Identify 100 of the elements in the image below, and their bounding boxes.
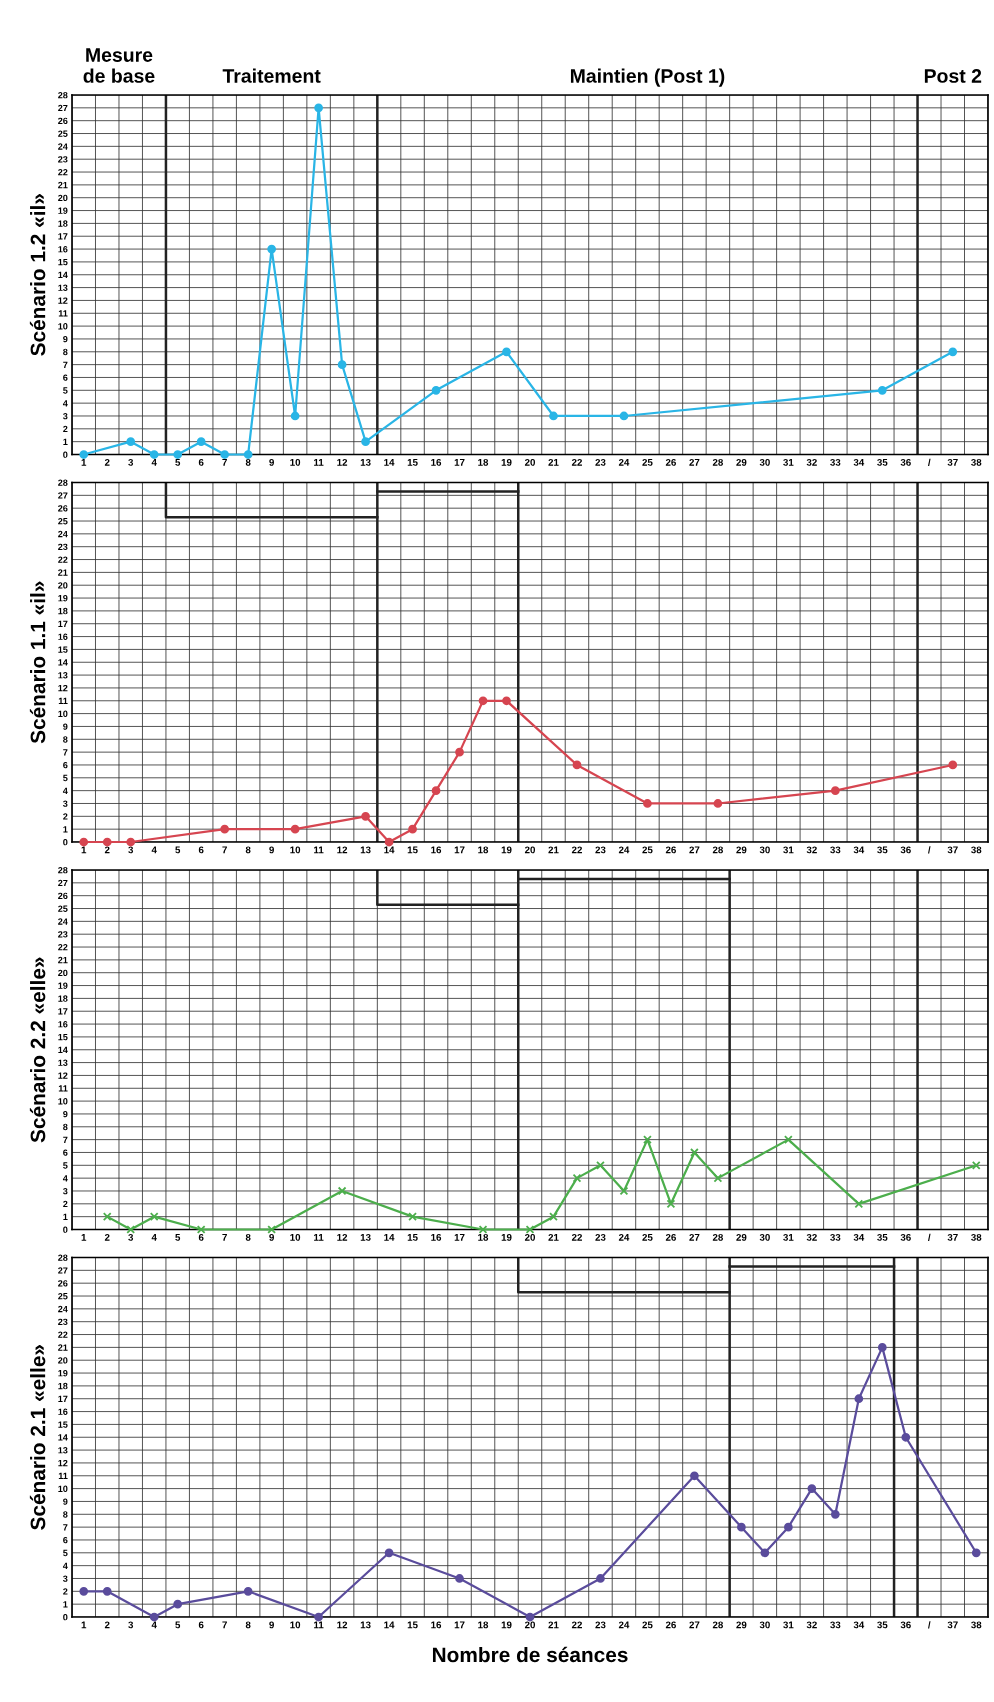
x-tick-label: 26 — [665, 458, 676, 466]
x-tick-label: 30 — [759, 846, 770, 854]
x-tick-label: 15 — [407, 1621, 418, 1629]
y-tick-label: 25 — [58, 905, 68, 912]
x-tick-label: 11 — [314, 459, 324, 466]
y-tick-label: 17 — [58, 233, 68, 240]
x-tick-label: 38 — [971, 846, 982, 854]
y-tick-label: 19 — [58, 595, 68, 602]
x-tick-label: 12 — [337, 1233, 348, 1241]
x-tick-label: 23 — [595, 1621, 606, 1629]
y-tick-label: 28 — [58, 866, 68, 874]
y-tick-label: 14 — [58, 659, 68, 666]
x-tick-label: 35 — [877, 1621, 888, 1629]
y-tick-label: 21 — [58, 956, 68, 964]
x-tick-label: 35 — [877, 458, 888, 466]
y-tick-label: 24 — [58, 530, 68, 538]
y-tick-label: 25 — [58, 517, 68, 525]
x-tick-label: / — [928, 1621, 931, 1629]
x-tick-label: 33 — [830, 1233, 841, 1241]
x-tick-label: 2 — [104, 846, 110, 854]
text: Maintien (Post 1) — [570, 68, 725, 87]
x-tick-label: 32 — [806, 1233, 817, 1241]
x-tick-label: 7 — [222, 846, 227, 854]
x-tick-label: 25 — [642, 1621, 653, 1629]
y-tick-label: 6 — [63, 374, 68, 381]
y-tick-label: 2 — [63, 1588, 68, 1595]
x-tick-label: 15 — [407, 846, 418, 854]
x-tick-label: 2 — [104, 458, 110, 466]
x-tick-label: 14 — [384, 1621, 395, 1629]
text: Traitement — [222, 68, 321, 83]
x-tick-label: 25 — [642, 846, 653, 854]
y-tick-label: 4 — [62, 787, 68, 794]
x-tick-label: 3 — [128, 458, 134, 466]
y-tick-label: 23 — [58, 156, 68, 163]
y-tick-label: 18 — [58, 995, 68, 1002]
x-tick-label: 34 — [853, 458, 865, 466]
x-tick-label: 30 — [759, 1233, 770, 1241]
y-tick-label: 7 — [63, 749, 68, 756]
x-tick-label: 26 — [665, 846, 676, 854]
y-tick-label: 13 — [58, 1447, 68, 1454]
x-tick-label: 28 — [712, 846, 724, 854]
y-tick-label: 23 — [58, 931, 68, 938]
y-tick-label: 9 — [63, 723, 68, 730]
x-tick-label: 12 — [337, 458, 348, 466]
x-tick-label: 16 — [431, 1621, 442, 1629]
y-tick-label: 13 — [58, 284, 68, 291]
y-tick-label: 9 — [63, 1110, 68, 1118]
y-tick-label: 11 — [58, 1085, 68, 1092]
x-tick-label: 9 — [269, 1621, 274, 1629]
x-tick-label: 5 — [175, 1621, 181, 1629]
y-tick-label: 3 — [63, 412, 68, 420]
y-tick-label: 14 — [58, 1046, 68, 1054]
y-tick-label: 6 — [63, 1149, 68, 1156]
x-tick-label: 31 — [783, 846, 794, 854]
x-tick-label: 6 — [198, 1233, 204, 1241]
y-tick-label: 24 — [58, 918, 68, 925]
x-tick-label: 38 — [971, 1621, 982, 1629]
x-tick-label: 21 — [548, 1621, 559, 1629]
y-tick-label: 19 — [58, 207, 68, 214]
x-tick-label: 12 — [337, 1621, 348, 1629]
y-tick-label: 18 — [58, 220, 68, 227]
y-tick-label: 11 — [58, 1472, 68, 1480]
y-tick-label: 22 — [58, 944, 68, 951]
x-tick-label: 8 — [245, 1233, 251, 1241]
x-tick-label: 4 — [151, 1234, 157, 1241]
x-tick-label: 23 — [595, 846, 606, 854]
y-tick-label: 4 — [62, 400, 68, 407]
x-tick-label: 30 — [759, 458, 770, 466]
y-tick-label: 4 — [62, 1175, 68, 1182]
x-tick-label: 12 — [337, 846, 348, 854]
y-axis-title: Scénario 2.1 «elle» — [29, 1344, 46, 1530]
x-tick-label: 30 — [759, 1621, 770, 1629]
x-tick-label: 33 — [830, 846, 841, 854]
y-tick-label: 20 — [58, 194, 68, 202]
x-tick-label: 24 — [618, 1233, 630, 1241]
y-tick-label: 10 — [58, 1098, 68, 1105]
y-tick-label: 12 — [58, 297, 68, 304]
x-tick-label: 14 — [384, 459, 395, 466]
y-tick-label: 4 — [62, 1562, 68, 1569]
x-tick-label: 10 — [290, 1621, 301, 1629]
x-tick-label: 25 — [642, 1233, 653, 1241]
x-tick-label: 36 — [900, 846, 911, 854]
y-tick-label: 16 — [58, 633, 68, 640]
x-tick-label: 16 — [431, 1233, 442, 1241]
x-tick-label: 18 — [478, 458, 489, 466]
x-tick-label: / — [928, 1233, 931, 1241]
y-tick-label: 21 — [58, 181, 68, 189]
y-tick-label: 5 — [63, 774, 68, 782]
y-tick-label: 23 — [58, 543, 68, 551]
x-tick-label: 33 — [830, 458, 841, 466]
y-tick-label: 26 — [58, 505, 68, 512]
y-tick-label: 12 — [58, 684, 68, 692]
x-tick-label: 24 — [618, 458, 630, 466]
y-tick-label: 0 — [63, 1613, 68, 1621]
x-tick-label: 10 — [290, 458, 301, 466]
y-tick-label: 24 — [58, 143, 68, 150]
x-tick-label: 18 — [478, 1233, 489, 1241]
x-tick-label: 5 — [175, 459, 181, 466]
x-tick-label: 18 — [478, 1621, 489, 1629]
y-tick-label: 1 — [63, 1213, 68, 1220]
